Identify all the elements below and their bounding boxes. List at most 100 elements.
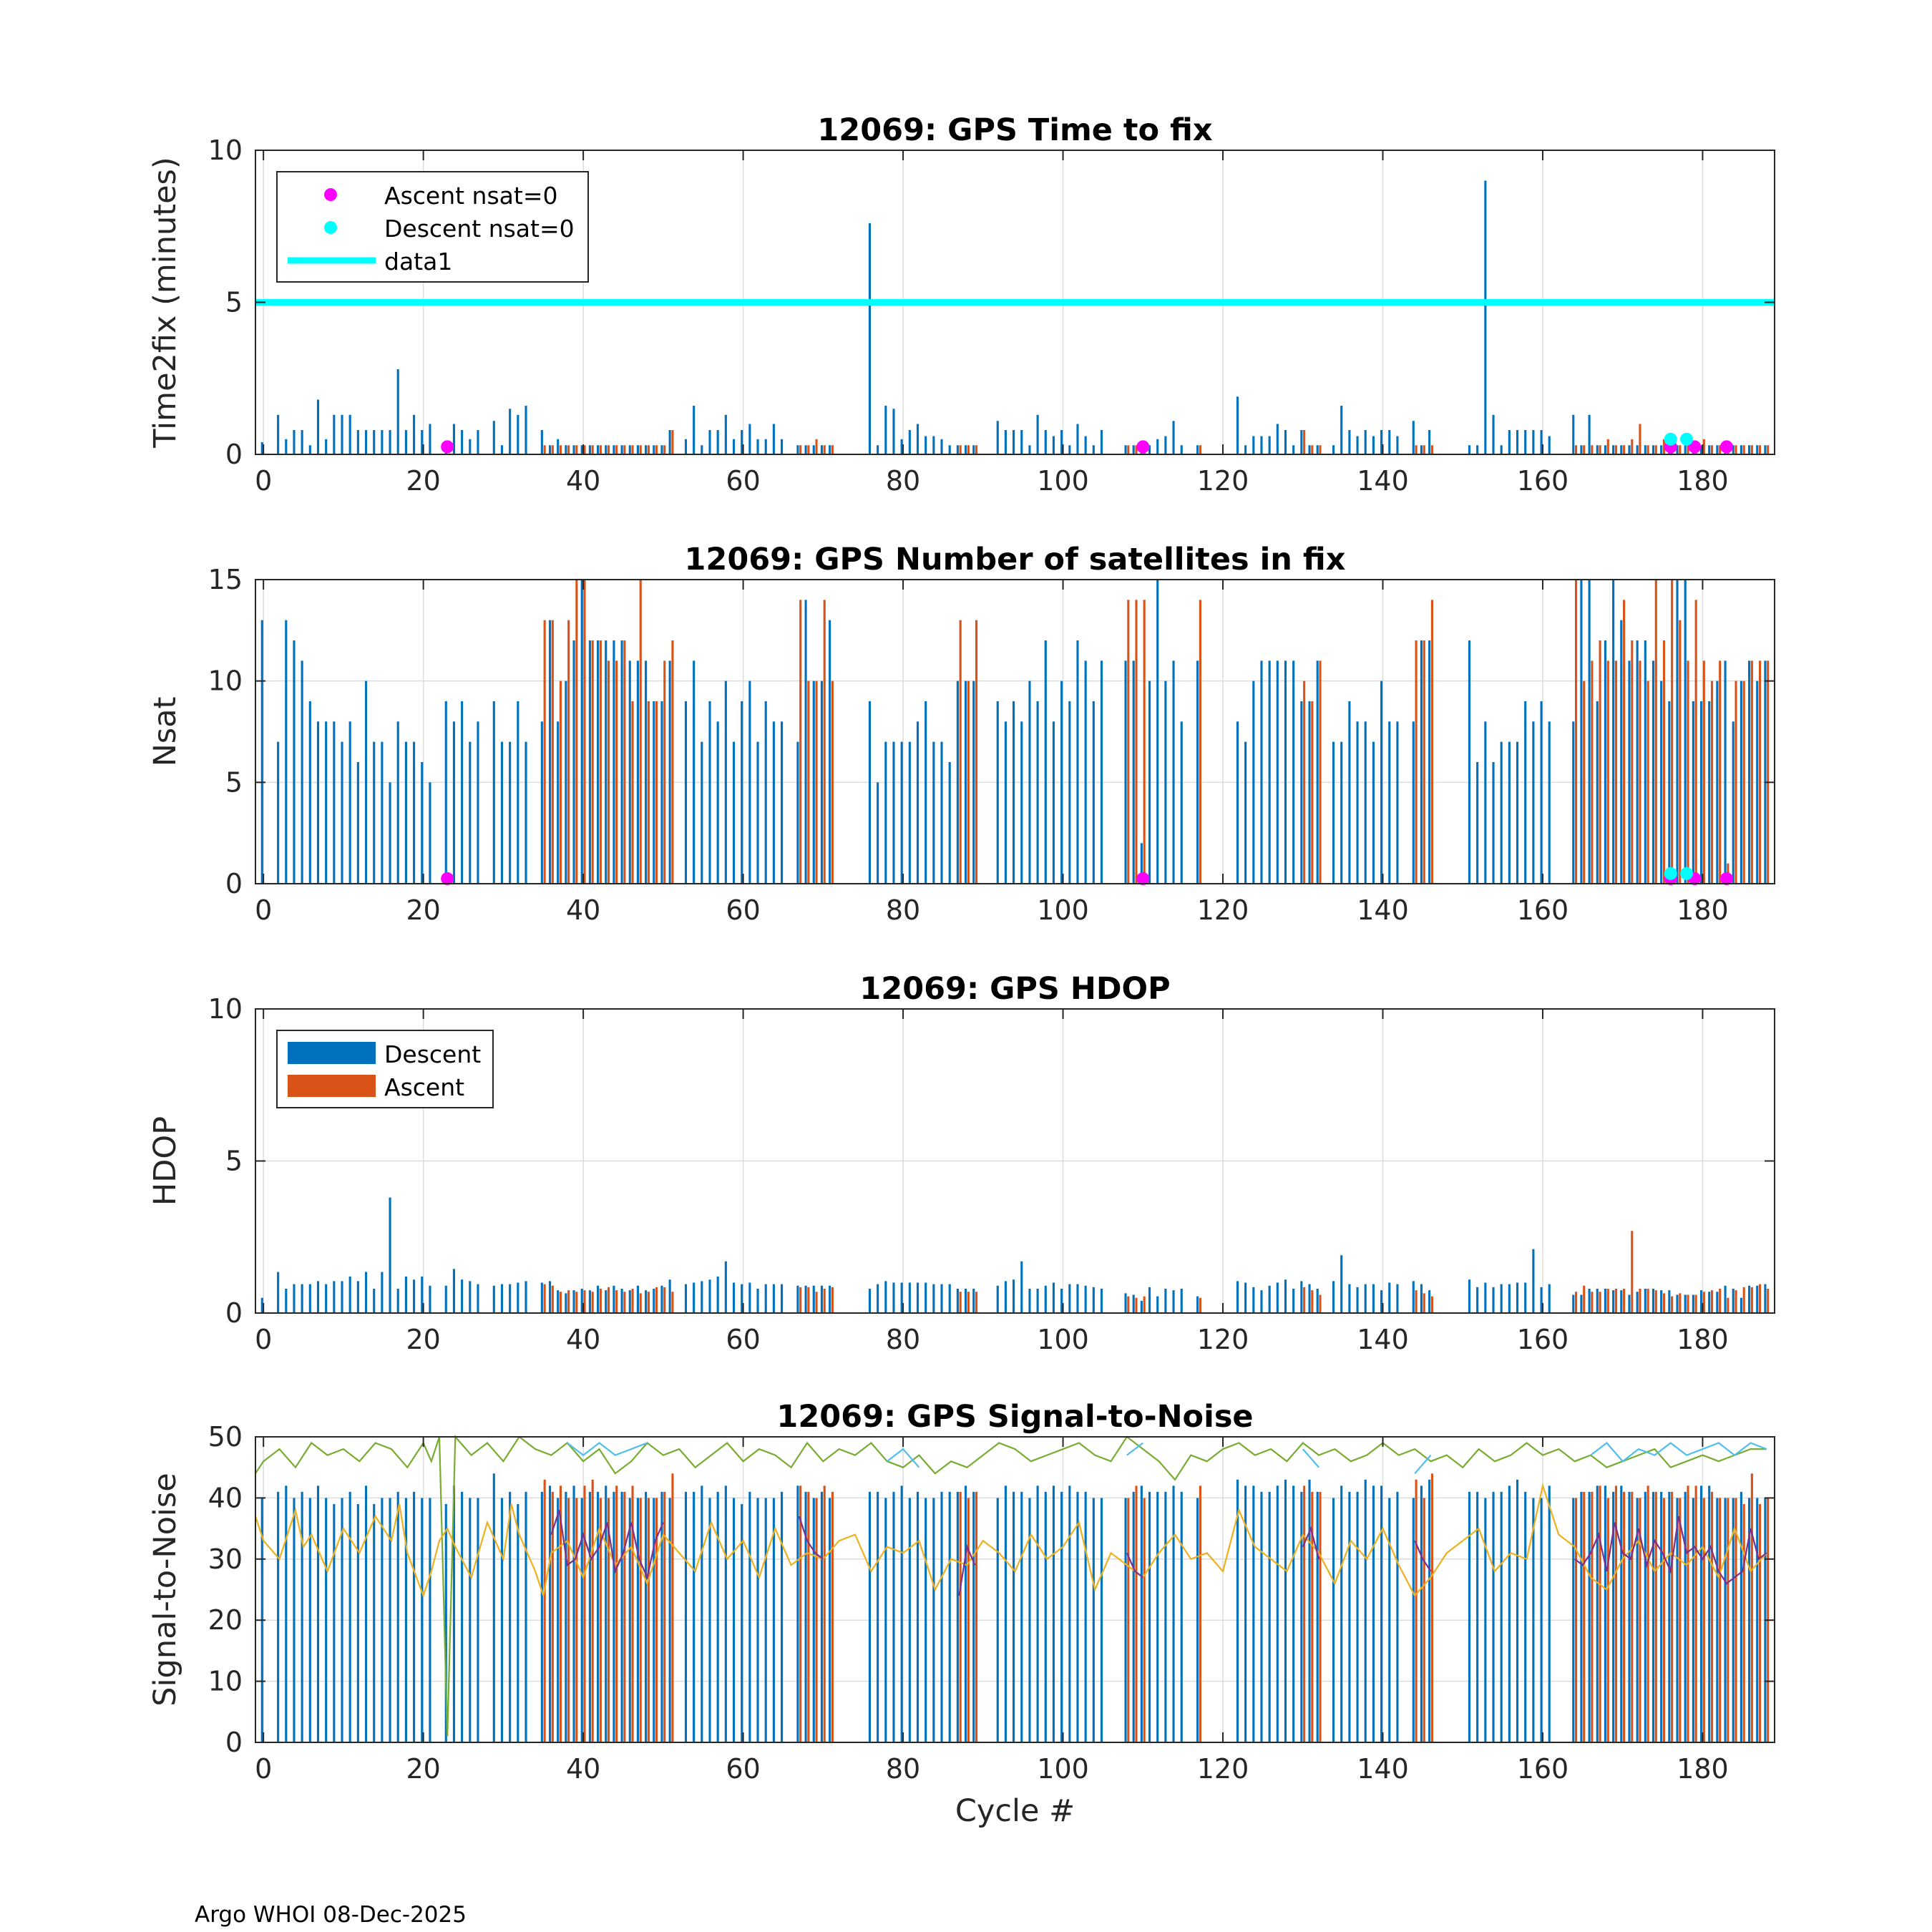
legend-swatch-dot [324, 188, 337, 201]
marker-ascent-nsat0 [441, 440, 454, 454]
bar-ascent [1719, 445, 1722, 454]
bar-descent [972, 1491, 975, 1742]
bar-descent [389, 782, 391, 884]
bar-descent [1092, 1498, 1095, 1742]
bar-ascent [1127, 445, 1130, 454]
bar-descent [1292, 1289, 1295, 1313]
bar-descent [892, 741, 895, 884]
bar-descent [396, 1289, 399, 1313]
bar-descent [956, 680, 959, 884]
bar-descent [1004, 721, 1007, 884]
bar-descent [732, 1282, 736, 1313]
bar-descent [1164, 436, 1167, 454]
bar-descent [1092, 1287, 1095, 1313]
bar-descent [1748, 1498, 1751, 1742]
bar-descent [1620, 445, 1623, 454]
plot-area [255, 1437, 1775, 1742]
bar-ascent [1735, 1290, 1737, 1313]
bar-ascent [1199, 445, 1201, 454]
bar-ascent [1303, 1287, 1306, 1313]
bar-descent [469, 1498, 472, 1742]
bar-descent [1724, 1498, 1727, 1742]
bar-descent [341, 1498, 343, 1742]
bar-ascent [1735, 1498, 1737, 1742]
bar-descent [580, 445, 583, 454]
bar-descent [396, 721, 399, 884]
bar-descent [829, 1285, 831, 1313]
x-tick-label: 40 [566, 1753, 600, 1785]
bar-descent [780, 1284, 784, 1313]
bar-descent [1628, 660, 1631, 884]
x-tick-label: 80 [886, 465, 920, 497]
bar-ascent [607, 660, 610, 884]
bar-ascent [583, 1485, 586, 1742]
bar-ascent [799, 600, 802, 884]
bar-descent [500, 741, 504, 884]
bar-descent [1132, 660, 1135, 884]
bar-descent [1252, 436, 1255, 454]
bar-descent [645, 1491, 648, 1742]
marker-descent-nsat0 [1664, 432, 1677, 446]
bar-descent [940, 1284, 943, 1313]
bar-descent [452, 721, 456, 884]
bar-descent [1020, 721, 1023, 884]
bar-descent [1500, 1491, 1503, 1742]
bar-descent [588, 1290, 591, 1313]
bar-ascent [1662, 640, 1666, 884]
bar-descent [421, 762, 424, 884]
bar-ascent [807, 1491, 810, 1742]
bar-descent [1412, 1498, 1415, 1742]
bar-descent [316, 399, 320, 454]
bar-ascent [1415, 1290, 1418, 1313]
marker-descent-nsat0 [1664, 867, 1677, 880]
bar-ascent [1758, 1503, 1762, 1742]
bar-descent [1132, 445, 1135, 454]
bar-descent [653, 1289, 655, 1313]
bar-descent [1004, 1485, 1007, 1742]
bar-ascent [823, 1485, 826, 1742]
bar-descent [301, 660, 303, 884]
bar-descent [1660, 1491, 1663, 1742]
bar-descent [1699, 701, 1703, 884]
bar-ascent [639, 445, 642, 454]
bar-ascent [807, 1287, 810, 1313]
bar-descent [804, 1285, 807, 1313]
bars-group [260, 580, 1770, 884]
bar-descent [908, 1498, 911, 1742]
bar-descent [1180, 721, 1183, 884]
bar-descent [517, 701, 519, 884]
bar-descent [1628, 1294, 1631, 1313]
bar-descent [1076, 640, 1079, 884]
bar-ascent [959, 1292, 962, 1313]
bar-descent [804, 1491, 807, 1742]
snr-line-lightblue [1414, 1454, 1432, 1474]
bar-ascent [623, 445, 626, 454]
bar-descent [1660, 1290, 1663, 1313]
y-tick-label: 5 [225, 766, 243, 798]
bar-descent [1396, 721, 1399, 884]
bar-descent [1356, 1287, 1359, 1313]
bar-ascent [1303, 680, 1306, 884]
bar-descent [413, 414, 416, 454]
bar-ascent [807, 445, 810, 454]
bar-descent [1684, 1294, 1687, 1313]
x-tick-label: 60 [726, 1753, 760, 1785]
bar-descent [684, 439, 688, 454]
bar-descent [1484, 1498, 1487, 1742]
bar-descent [1340, 406, 1343, 454]
bar-ascent [1631, 1491, 1634, 1742]
bar-ascent [1591, 1491, 1594, 1742]
bar-descent [1468, 445, 1471, 454]
bar-descent [716, 1277, 719, 1313]
bar-ascent [1758, 660, 1762, 884]
legend-label: Ascent [384, 1073, 464, 1101]
bar-ascent [1599, 640, 1601, 884]
bar-descent [660, 1491, 663, 1742]
bar-descent [684, 701, 688, 884]
bar-descent [892, 409, 895, 454]
bar-descent [1372, 1284, 1375, 1313]
bar-descent [1124, 445, 1127, 454]
bar-ascent [1423, 640, 1425, 884]
bar-descent [1524, 1491, 1527, 1742]
bar-ascent [1311, 445, 1314, 454]
